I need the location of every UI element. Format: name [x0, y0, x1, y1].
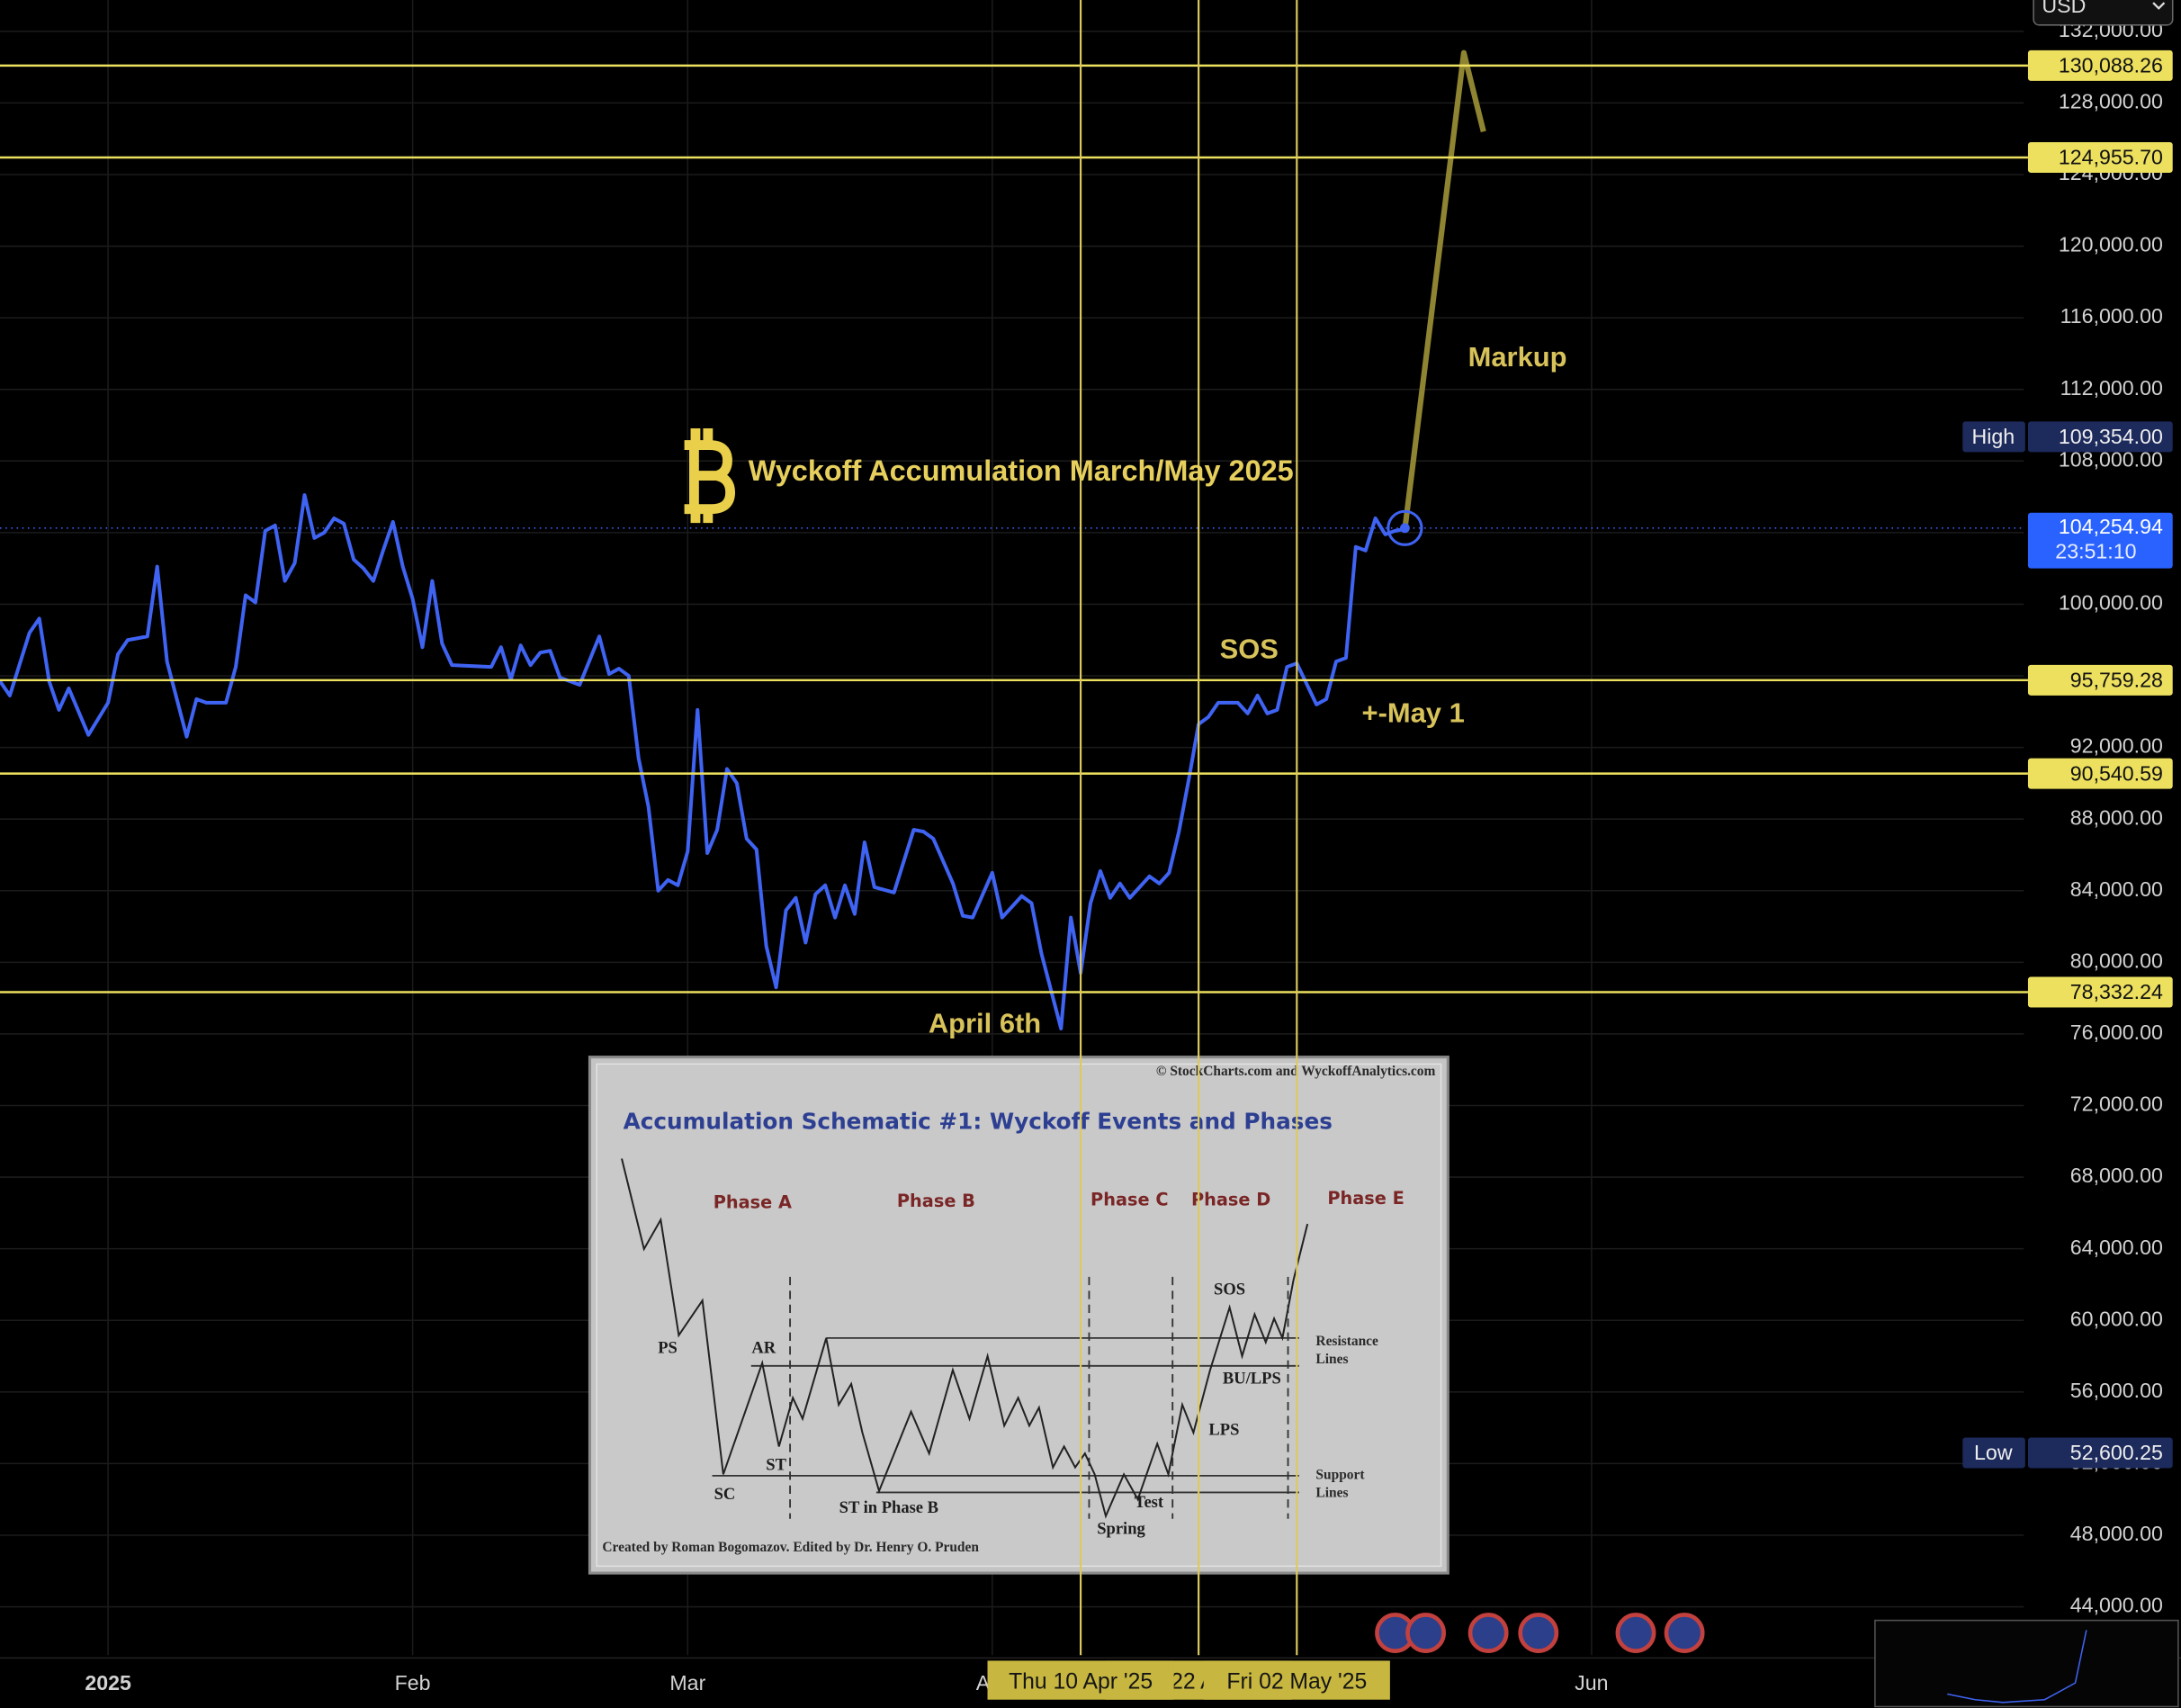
- event-label: Spring: [1097, 1519, 1145, 1538]
- price-line: [0, 493, 1405, 1030]
- level-label-box: [2027, 976, 2173, 1008]
- levels: [0, 64, 2028, 993]
- phase-label: Phase E: [1327, 1188, 1404, 1209]
- low-value: 52,600.25: [2070, 1441, 2163, 1464]
- annotation: Markup: [1468, 341, 1567, 373]
- currency: USD: [2042, 0, 2086, 17]
- event-label: PS: [658, 1338, 678, 1357]
- inset-credit: Created by Roman Bogomazov. Edited by Dr…: [602, 1540, 979, 1555]
- y-tick-label: 84,000.00: [2070, 877, 2163, 901]
- last-price-ring: [1387, 509, 1423, 546]
- event-flag[interactable]: [1664, 1613, 1705, 1653]
- projection-line: [1402, 49, 1486, 530]
- level-label-box: [2027, 758, 2173, 789]
- event-label: SC: [714, 1485, 736, 1504]
- minimap[interactable]: [1874, 1619, 2179, 1708]
- support-label: Lines: [1315, 1486, 1348, 1501]
- annotation: SOS: [1220, 634, 1279, 665]
- annotation: +-May 1: [1362, 697, 1465, 729]
- date-label: Thu 10 Apr '25: [1009, 1670, 1153, 1695]
- inset-frame: [596, 1063, 1442, 1568]
- level-label-box: [2027, 49, 2173, 81]
- event-label: BU/LPS: [1223, 1369, 1281, 1388]
- level-label: 130,088.26: [2059, 54, 2163, 77]
- event-flag[interactable]: [1615, 1613, 1656, 1653]
- low-name-box: [1962, 1437, 2025, 1469]
- phase-label: Phase C: [1090, 1189, 1168, 1209]
- resistance-label: Lines: [1315, 1352, 1348, 1367]
- y-tick-label: 128,000.00: [2059, 90, 2163, 113]
- currency-select[interactable]: [2033, 0, 2174, 26]
- event-label: LPS: [1208, 1421, 1239, 1440]
- level-label: 124,955.70: [2059, 146, 2163, 169]
- vertical-lines: [1080, 0, 1298, 1656]
- low-value-box: [2027, 1437, 2173, 1469]
- bitcoin-icon: [684, 428, 736, 524]
- dropdown-arrow: [2152, 2, 2166, 10]
- y-tick-label: 100,000.00: [2059, 591, 2163, 615]
- y-tick-label: 48,000.00: [2070, 1522, 2163, 1545]
- last-price-dot: [1400, 523, 1410, 534]
- inset-schematic: © StockCharts.com and WyckoffAnalytics.c…: [588, 1056, 1450, 1575]
- date-label-box: [987, 1660, 1174, 1700]
- phase-label: Phase D: [1191, 1189, 1270, 1209]
- date-label: Fri 02 May '25: [1226, 1670, 1367, 1695]
- event-label: ST: [766, 1455, 786, 1474]
- level-label: 95,759.28: [2070, 668, 2163, 691]
- annotation-title: Wyckoff Accumulation March/May 2025: [749, 454, 1294, 487]
- price-labels: 130,088.26 124,955.70 95,759.28 90,540.59 78…: [1962, 49, 2173, 1469]
- level-label-box: [2027, 664, 2173, 696]
- event-label: Test: [1135, 1493, 1164, 1512]
- event-flag[interactable]: [1405, 1613, 1446, 1653]
- inset-title: Accumulation Schematic #1: Wyckoff Event…: [624, 1108, 1333, 1134]
- x-tick-label: Mar: [669, 1671, 705, 1695]
- high-name: High: [1971, 425, 2015, 448]
- y-tick-label: 56,000.00: [2070, 1379, 2163, 1402]
- last-price-box: [2027, 512, 2173, 569]
- y-tick-label: 112,000.00: [2060, 376, 2163, 400]
- y-tick-label: 72,000.00: [2070, 1092, 2163, 1116]
- event-flag[interactable]: [1518, 1613, 1559, 1653]
- y-tick-label: 116,000.00: [2060, 304, 2163, 328]
- schematic-lines: [621, 1158, 1309, 1519]
- y-tick-label: 68,000.00: [2070, 1164, 2163, 1187]
- plot: [0, 49, 2024, 1030]
- level-label: 90,540.59: [2070, 761, 2163, 785]
- event-flag[interactable]: [1467, 1613, 1509, 1653]
- y-tick-label: 120,000.00: [2059, 233, 2163, 256]
- y-tick-label: 44,000.00: [2070, 1594, 2163, 1617]
- y-tick-label: 88,000.00: [2070, 805, 2163, 829]
- resistance-label: Resistance: [1315, 1334, 1378, 1349]
- countdown: 23:51:10: [2055, 540, 2136, 563]
- y-tick-label: 92,000.00: [2070, 734, 2163, 758]
- x-tick-label: Feb: [395, 1671, 431, 1695]
- high-name-box: [1962, 421, 2025, 453]
- low-name: Low: [1974, 1441, 2013, 1464]
- y-tick-label: 64,000.00: [2070, 1236, 2163, 1259]
- y-tick-label: 60,000.00: [2070, 1307, 2163, 1330]
- annotation: April 6th: [929, 1007, 1041, 1038]
- event-label: ST in Phase B: [839, 1498, 938, 1517]
- level-label-box: [2027, 141, 2173, 173]
- x-tick-label: Jun: [1575, 1671, 1608, 1695]
- event-label: SOS: [1214, 1281, 1245, 1299]
- last-price: 104,254.94: [2059, 515, 2163, 538]
- date-label-box: [1203, 1660, 1390, 1700]
- high-value-box: [2027, 421, 2173, 453]
- y-axis: 44,000.0048,000.0052,000.0056,000.0060,0…: [2059, 18, 2163, 1617]
- high-value: 109,354.00: [2059, 425, 2163, 448]
- support-label: Support: [1315, 1467, 1365, 1482]
- y-tick-label: 80,000.00: [2070, 948, 2163, 972]
- phase-label: Phase A: [714, 1191, 792, 1212]
- x-tick-label: 2025: [85, 1671, 131, 1695]
- phase-label: Phase B: [897, 1191, 975, 1211]
- minimap-line: [1947, 1630, 2087, 1704]
- event-flags[interactable]: [1375, 1613, 1705, 1653]
- level-label: 78,332.24: [2070, 980, 2163, 1003]
- y-tick-label: 76,000.00: [2070, 1020, 2163, 1044]
- event-label: AR: [751, 1338, 776, 1357]
